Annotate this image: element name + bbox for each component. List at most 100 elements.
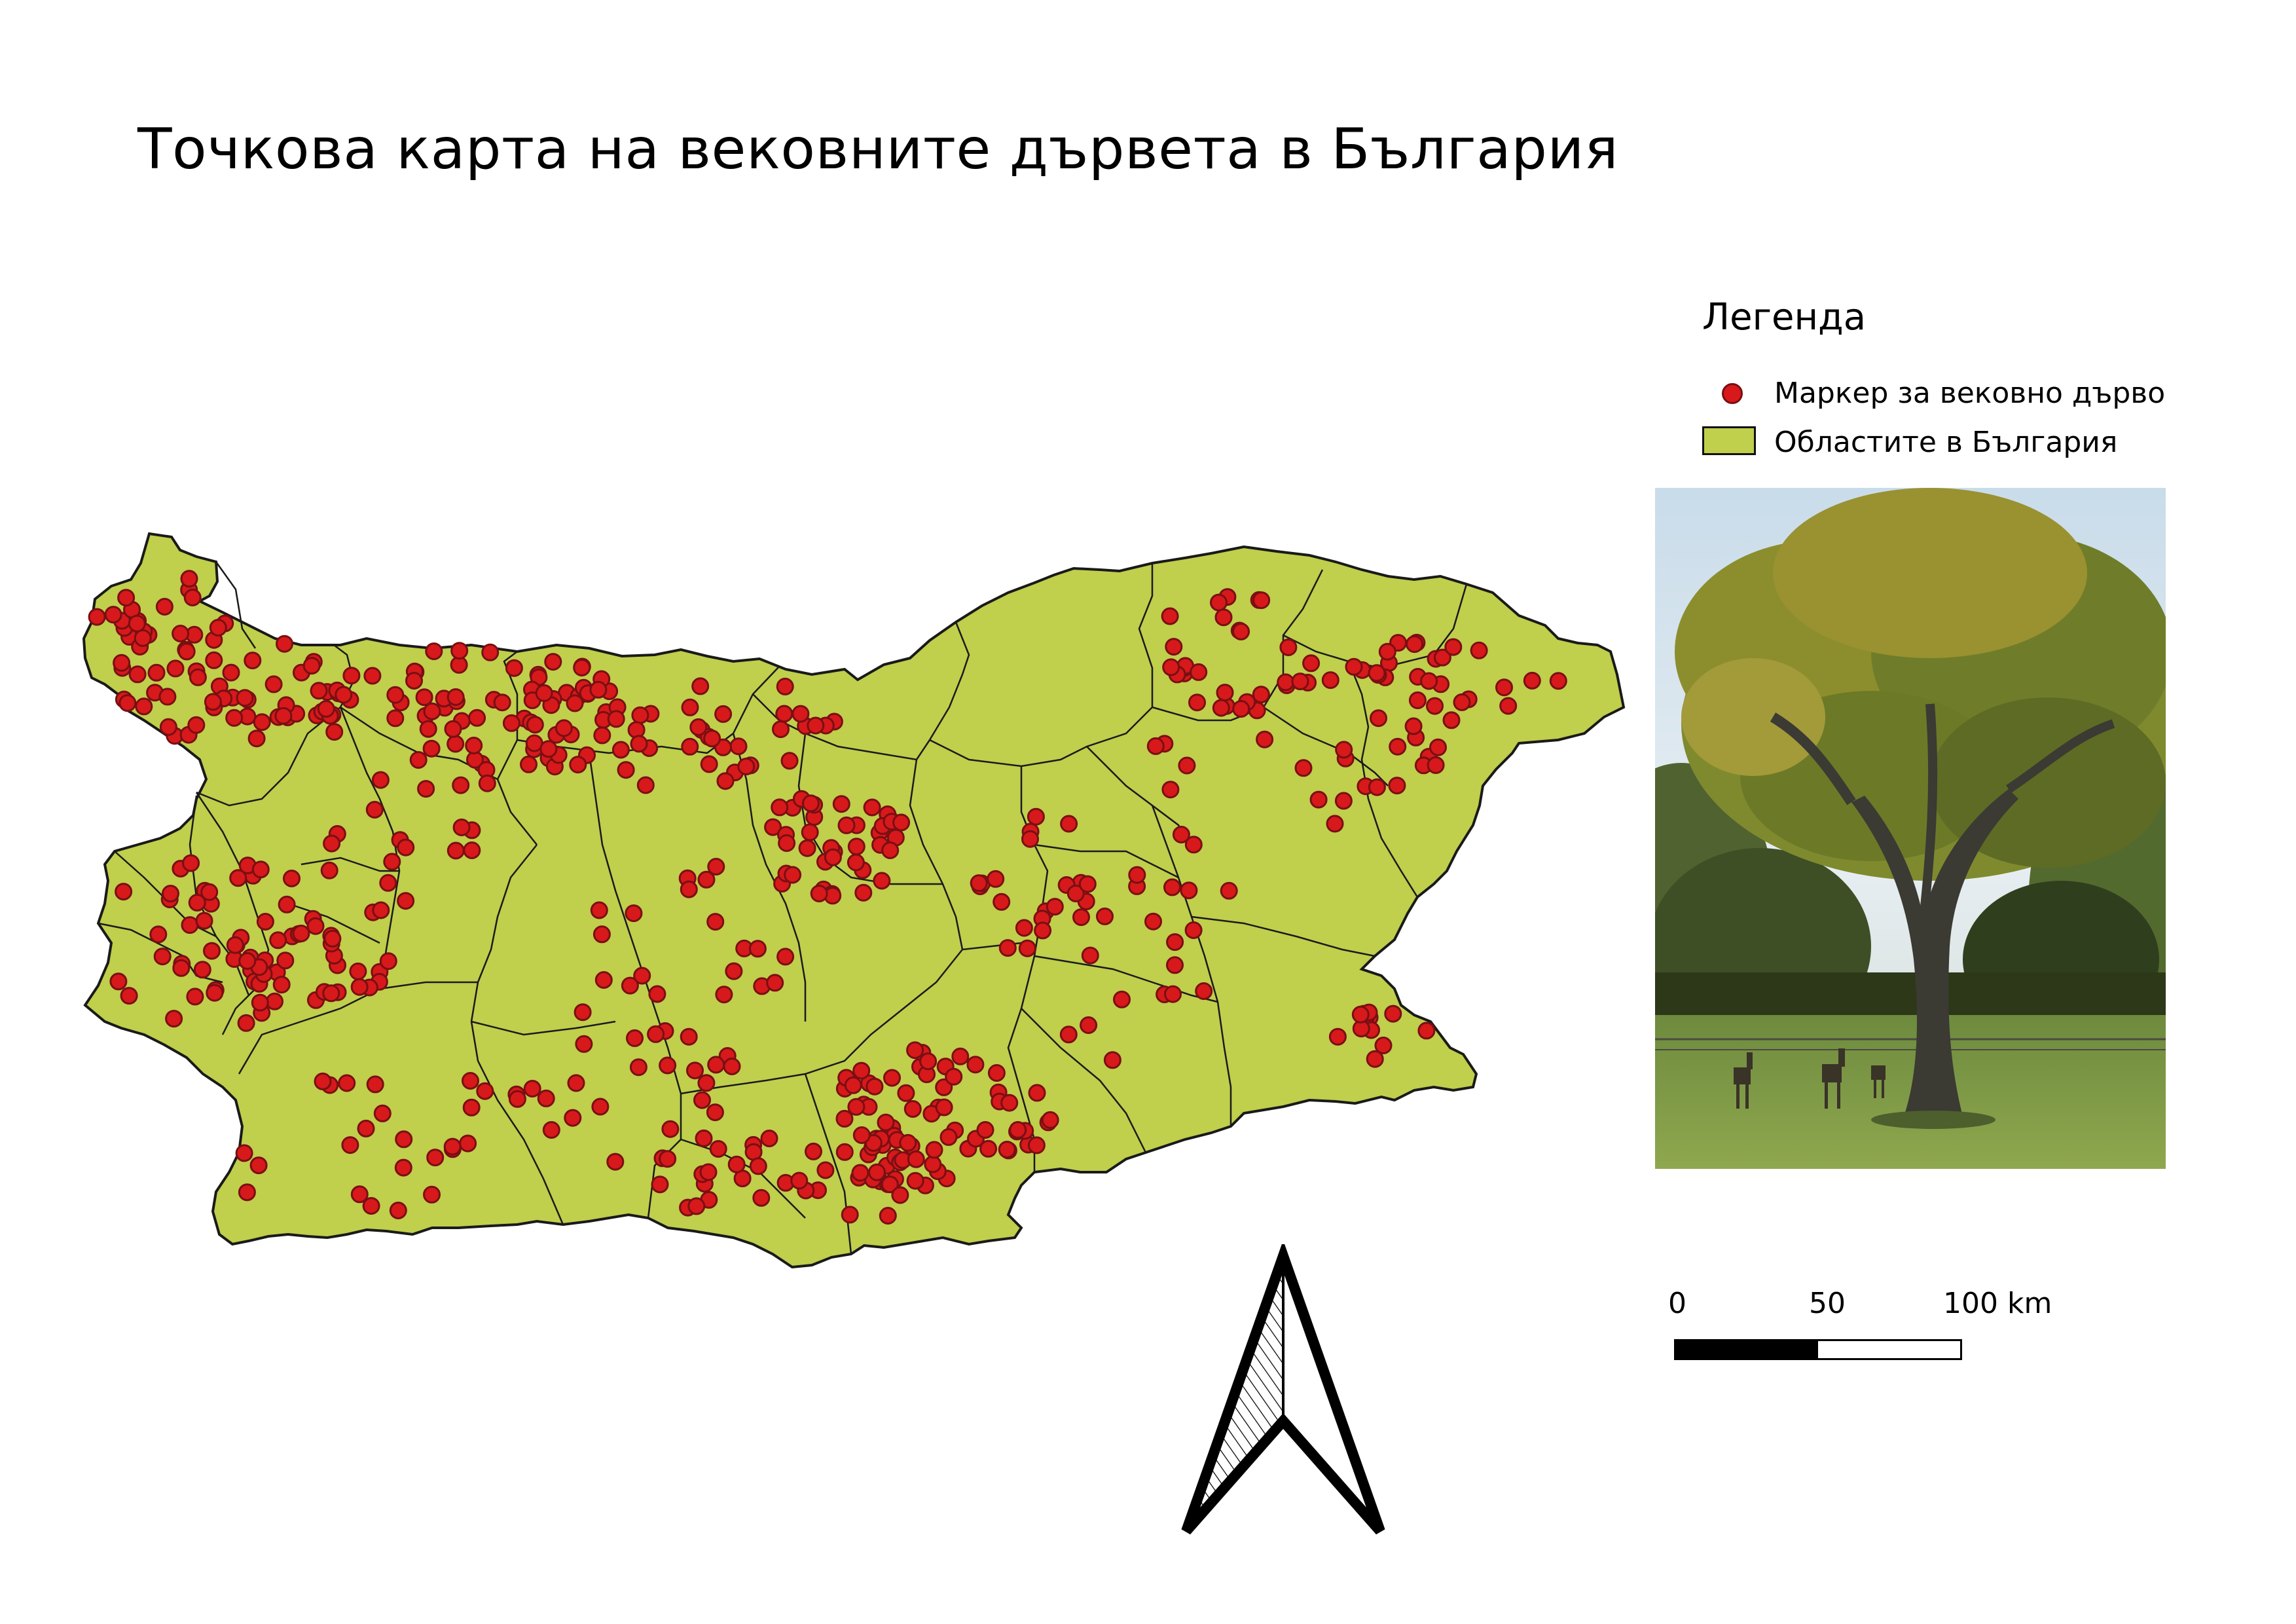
- tree-marker[interactable]: [979, 1139, 998, 1158]
- tree-marker[interactable]: [508, 1090, 526, 1108]
- tree-marker[interactable]: [706, 1103, 724, 1122]
- tree-marker[interactable]: [1549, 672, 1567, 690]
- tree-marker[interactable]: [1096, 907, 1114, 925]
- tree-marker[interactable]: [446, 841, 465, 860]
- tree-marker[interactable]: [395, 1130, 413, 1149]
- tree-marker[interactable]: [625, 904, 643, 923]
- tree-marker[interactable]: [292, 925, 310, 942]
- tree-marker[interactable]: [302, 657, 321, 675]
- tree-marker[interactable]: [193, 961, 211, 979]
- tree-marker[interactable]: [1370, 709, 1387, 728]
- tree-marker[interactable]: [117, 589, 136, 607]
- tree-marker[interactable]: [852, 1061, 871, 1080]
- tree-marker[interactable]: [939, 1128, 958, 1146]
- tree-marker[interactable]: [423, 702, 441, 720]
- tree-marker[interactable]: [443, 1137, 462, 1156]
- tree-marker[interactable]: [155, 598, 173, 616]
- tree-marker[interactable]: [847, 1098, 866, 1116]
- tree-marker[interactable]: [970, 874, 988, 893]
- tree-marker[interactable]: [135, 697, 153, 716]
- tree-marker[interactable]: [611, 741, 630, 759]
- tree-marker[interactable]: [593, 726, 611, 745]
- tree-marker[interactable]: [575, 1035, 593, 1053]
- tree-marker[interactable]: [1060, 815, 1078, 833]
- tree-marker[interactable]: [1113, 990, 1131, 1008]
- tree-marker[interactable]: [703, 729, 721, 748]
- tree-marker[interactable]: [1523, 671, 1541, 690]
- tree-marker[interactable]: [661, 1120, 680, 1138]
- tree-marker[interactable]: [993, 893, 1011, 911]
- tree-marker[interactable]: [881, 1175, 899, 1194]
- tree-marker[interactable]: [1000, 1094, 1019, 1112]
- tree-marker[interactable]: [476, 1082, 494, 1100]
- tree-marker[interactable]: [737, 758, 756, 775]
- tree-marker[interactable]: [1404, 717, 1423, 735]
- tree-marker[interactable]: [535, 684, 553, 702]
- tree-marker[interactable]: [697, 1074, 716, 1092]
- tree-marker[interactable]: [567, 1074, 585, 1092]
- tree-marker[interactable]: [766, 974, 784, 992]
- tree-marker[interactable]: [837, 816, 856, 834]
- tree-marker[interactable]: [1184, 921, 1203, 939]
- tree-marker[interactable]: [1161, 781, 1180, 799]
- tree-marker[interactable]: [182, 854, 200, 872]
- tree-marker[interactable]: [187, 716, 206, 734]
- tree-marker[interactable]: [1172, 826, 1190, 843]
- tree-marker[interactable]: [235, 1144, 253, 1162]
- tree-marker[interactable]: [594, 971, 613, 989]
- tree-marker[interactable]: [203, 942, 221, 960]
- tree-marker[interactable]: [172, 959, 191, 977]
- tree-marker[interactable]: [426, 1149, 445, 1167]
- tree-marker[interactable]: [409, 751, 428, 769]
- tree-marker[interactable]: [537, 1089, 555, 1107]
- tree-marker[interactable]: [88, 608, 106, 626]
- tree-marker[interactable]: [1184, 836, 1203, 854]
- tree-marker[interactable]: [405, 672, 423, 690]
- tree-marker[interactable]: [251, 993, 269, 1012]
- tree-marker[interactable]: [854, 883, 873, 902]
- tree-marker[interactable]: [206, 984, 224, 1002]
- tree-marker[interactable]: [1059, 1025, 1078, 1044]
- tree-marker[interactable]: [966, 1056, 985, 1074]
- tree-marker[interactable]: [539, 740, 558, 758]
- tree-marker[interactable]: [844, 1076, 862, 1094]
- tree-marker[interactable]: [177, 642, 196, 661]
- tree-marker[interactable]: [1212, 699, 1230, 717]
- tree-marker[interactable]: [771, 798, 789, 817]
- tree-marker[interactable]: [386, 686, 405, 704]
- tree-marker[interactable]: [468, 709, 486, 727]
- tree-marker[interactable]: [805, 1142, 822, 1160]
- tree-marker[interactable]: [523, 1080, 541, 1098]
- tree-marker[interactable]: [847, 853, 865, 872]
- tree-marker[interactable]: [776, 677, 794, 695]
- tree-marker[interactable]: [695, 1129, 713, 1147]
- tree-marker[interactable]: [706, 913, 725, 931]
- tree-marker[interactable]: [1165, 638, 1183, 656]
- tree-marker[interactable]: [1188, 693, 1206, 712]
- tree-marker[interactable]: [247, 729, 266, 748]
- tree-marker[interactable]: [1302, 654, 1321, 673]
- tree-marker[interactable]: [1144, 912, 1162, 931]
- tree-marker[interactable]: [686, 1061, 704, 1080]
- tree-marker[interactable]: [269, 931, 287, 950]
- tree-marker[interactable]: [816, 1161, 835, 1179]
- tree-marker[interactable]: [592, 925, 611, 944]
- tree-marker[interactable]: [1021, 830, 1039, 848]
- tree-marker[interactable]: [693, 1091, 711, 1109]
- tree-marker[interactable]: [1078, 875, 1097, 893]
- tree-marker[interactable]: [1232, 700, 1250, 718]
- tree-marker[interactable]: [776, 948, 795, 966]
- tree-marker[interactable]: [835, 1143, 854, 1161]
- tree-marker[interactable]: [244, 652, 262, 670]
- tree-marker[interactable]: [1166, 956, 1184, 974]
- tree-marker[interactable]: [520, 755, 538, 773]
- tree-marker[interactable]: [1294, 759, 1313, 777]
- tree-marker[interactable]: [452, 819, 471, 836]
- tree-marker[interactable]: [1027, 1136, 1046, 1154]
- tree-marker[interactable]: [444, 720, 462, 738]
- tree-marker[interactable]: [626, 1029, 644, 1047]
- tree-marker[interactable]: [209, 619, 227, 637]
- tree-marker[interactable]: [681, 737, 699, 756]
- tree-marker[interactable]: [617, 761, 635, 779]
- tree-marker[interactable]: [276, 951, 295, 970]
